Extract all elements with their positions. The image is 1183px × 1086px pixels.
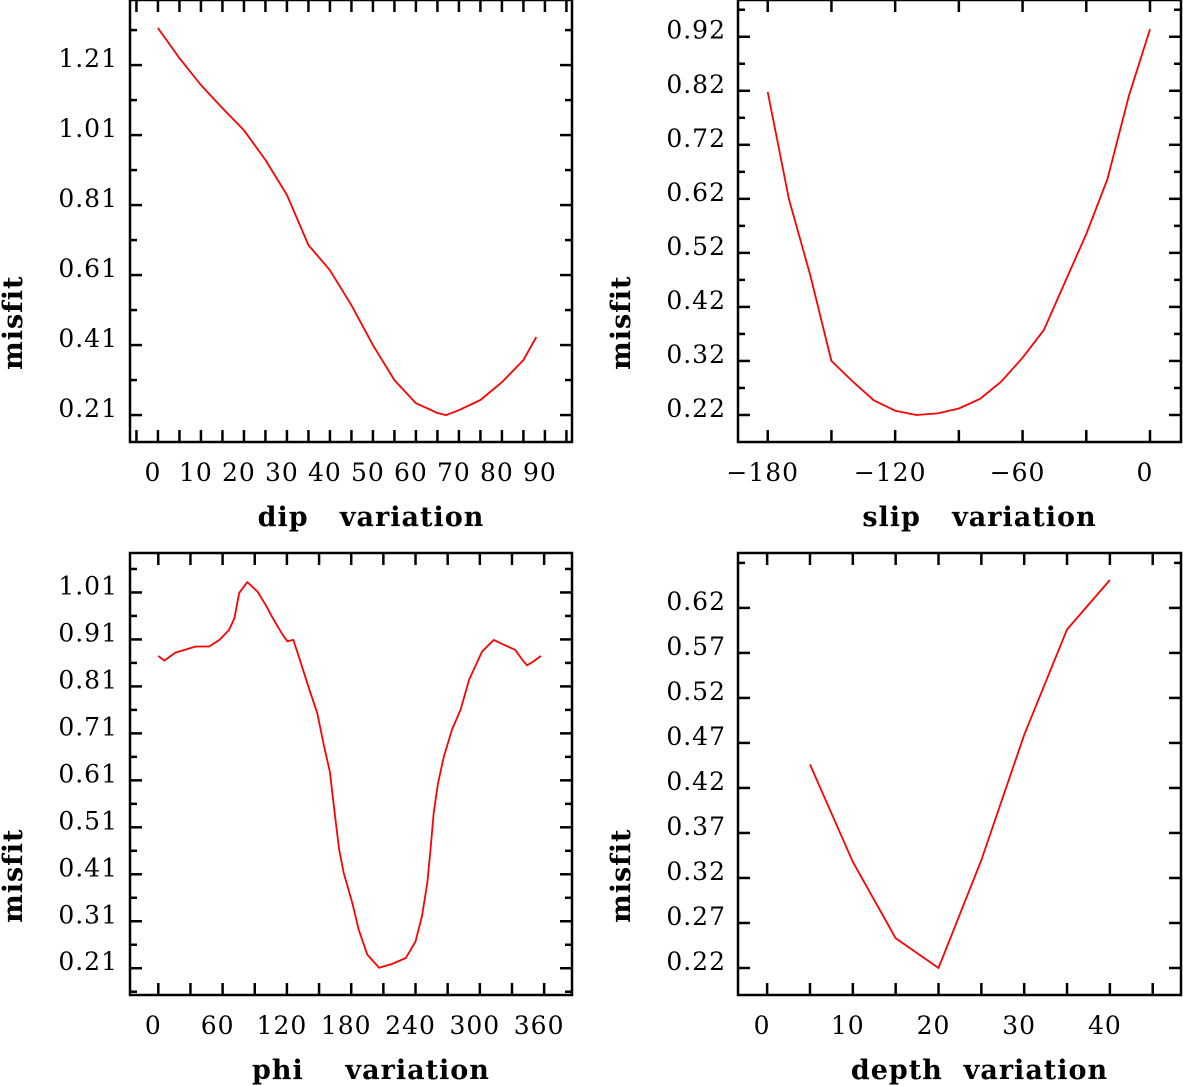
y-tick-label: 1.01 — [58, 114, 118, 143]
y-tick-label: 0.72 — [666, 124, 726, 153]
x-tick-label: 50 — [351, 458, 385, 487]
subplot-1: 0.21 0.41 0.61 0.81 1.01 1.21 0 10 20 30 40 50 60 70 8… — [0, 0, 574, 533]
misfit-series-line — [157, 27, 538, 417]
misfit-series-line — [157, 581, 542, 969]
subplot-2: 0.22 0.32 0.42 0.52 0.62 0.72 0.82 0.92 −180 −120… — [606, 0, 1183, 533]
misfit-series-line — [809, 579, 1111, 969]
y-tick-label: 0.41 — [58, 324, 118, 353]
y-tick-label: 0.32 — [666, 340, 726, 369]
subplot-3: 0.21 0.31 0.41 0.51 0.61 0.71 0.81 0.91 1.01 0 60 1… — [0, 551, 574, 1086]
x-tick-label: 90 — [523, 458, 557, 487]
x-axis-label: phi variation — [252, 1055, 490, 1086]
x-tick-label: 240 — [385, 1011, 436, 1040]
x-axis-label: slip variation — [862, 502, 1096, 533]
y-tick-label: 0.62 — [666, 587, 726, 616]
y-tick-label: 0.71 — [58, 712, 118, 741]
plot-frame — [128, 551, 574, 997]
x-tick-label: 20 — [917, 1011, 951, 1040]
y-axis-label: misfit — [606, 275, 637, 369]
x-tick-label: 180 — [321, 1011, 372, 1040]
x-tick-label: 10 — [179, 458, 213, 487]
x-tick-label: 20 — [222, 458, 256, 487]
misfit-series-line — [766, 28, 1151, 416]
plot-frame — [736, 551, 1183, 997]
y-tick-label: 0.31 — [58, 900, 118, 929]
x-tick-label: −180 — [726, 458, 799, 487]
x-tick-label: 0 — [144, 458, 161, 487]
y-axis-label: misfit — [606, 828, 637, 922]
y-axis-label: misfit — [0, 828, 29, 922]
x-tick-label: 80 — [480, 458, 514, 487]
plot-frame — [736, 0, 1183, 444]
y-tick-label: 1.01 — [58, 571, 118, 600]
y-tick-label: 0.52 — [666, 232, 726, 261]
x-tick-label: −120 — [854, 458, 927, 487]
x-tick-label: 40 — [308, 458, 342, 487]
x-tick-label: 30 — [265, 458, 299, 487]
y-tick-label: 0.27 — [666, 902, 726, 931]
y-tick-label: 1.21 — [58, 44, 118, 73]
y-tick-label: 0.21 — [58, 947, 118, 976]
x-axis-label: dip variation — [258, 502, 485, 533]
x-tick-label: 0 — [754, 1011, 771, 1040]
x-tick-label: 60 — [394, 458, 428, 487]
y-tick-label: 0.41 — [58, 853, 118, 882]
y-tick-label: 0.42 — [666, 767, 726, 796]
y-tick-label: 0.81 — [58, 665, 118, 694]
x-tick-label: −60 — [990, 458, 1046, 487]
x-tick-label: 0 — [145, 1011, 162, 1040]
y-tick-label: 0.62 — [666, 178, 726, 207]
y-tick-label: 0.32 — [666, 857, 726, 886]
y-tick-label: 0.22 — [666, 394, 726, 423]
x-tick-label: 30 — [1002, 1011, 1036, 1040]
y-tick-label: 0.82 — [666, 70, 726, 99]
x-tick-label: 0 — [1137, 458, 1154, 487]
x-tick-label: 360 — [514, 1011, 565, 1040]
y-tick-label: 0.52 — [666, 677, 726, 706]
plot-frame — [128, 0, 574, 444]
y-tick-label: 0.61 — [58, 759, 118, 788]
y-tick-label: 0.47 — [666, 722, 726, 751]
x-tick-label: 10 — [831, 1011, 865, 1040]
y-tick-label: 0.91 — [58, 618, 118, 647]
y-tick-label: 0.61 — [58, 254, 118, 283]
y-tick-label: 0.37 — [666, 812, 726, 841]
y-tick-label: 0.92 — [666, 16, 726, 45]
subplot-4: 0.22 0.27 0.32 0.37 0.42 0.47 0.52 0.57 0.62 0 10 2… — [606, 551, 1183, 1086]
y-tick-label: 0.42 — [666, 286, 726, 315]
y-tick-label: 0.57 — [666, 632, 726, 661]
x-tick-label: 120 — [257, 1011, 308, 1040]
y-axis-label: misfit — [0, 275, 29, 369]
x-tick-label: 70 — [437, 458, 471, 487]
x-tick-label: 300 — [449, 1011, 500, 1040]
y-tick-label: 0.81 — [58, 184, 118, 213]
x-axis-label: depth variation — [851, 1055, 1108, 1086]
x-tick-label: 40 — [1088, 1011, 1122, 1040]
y-tick-label: 0.22 — [666, 947, 726, 976]
y-tick-label: 0.21 — [58, 394, 118, 423]
x-tick-label: 60 — [201, 1011, 235, 1040]
y-tick-label: 0.51 — [58, 806, 118, 835]
